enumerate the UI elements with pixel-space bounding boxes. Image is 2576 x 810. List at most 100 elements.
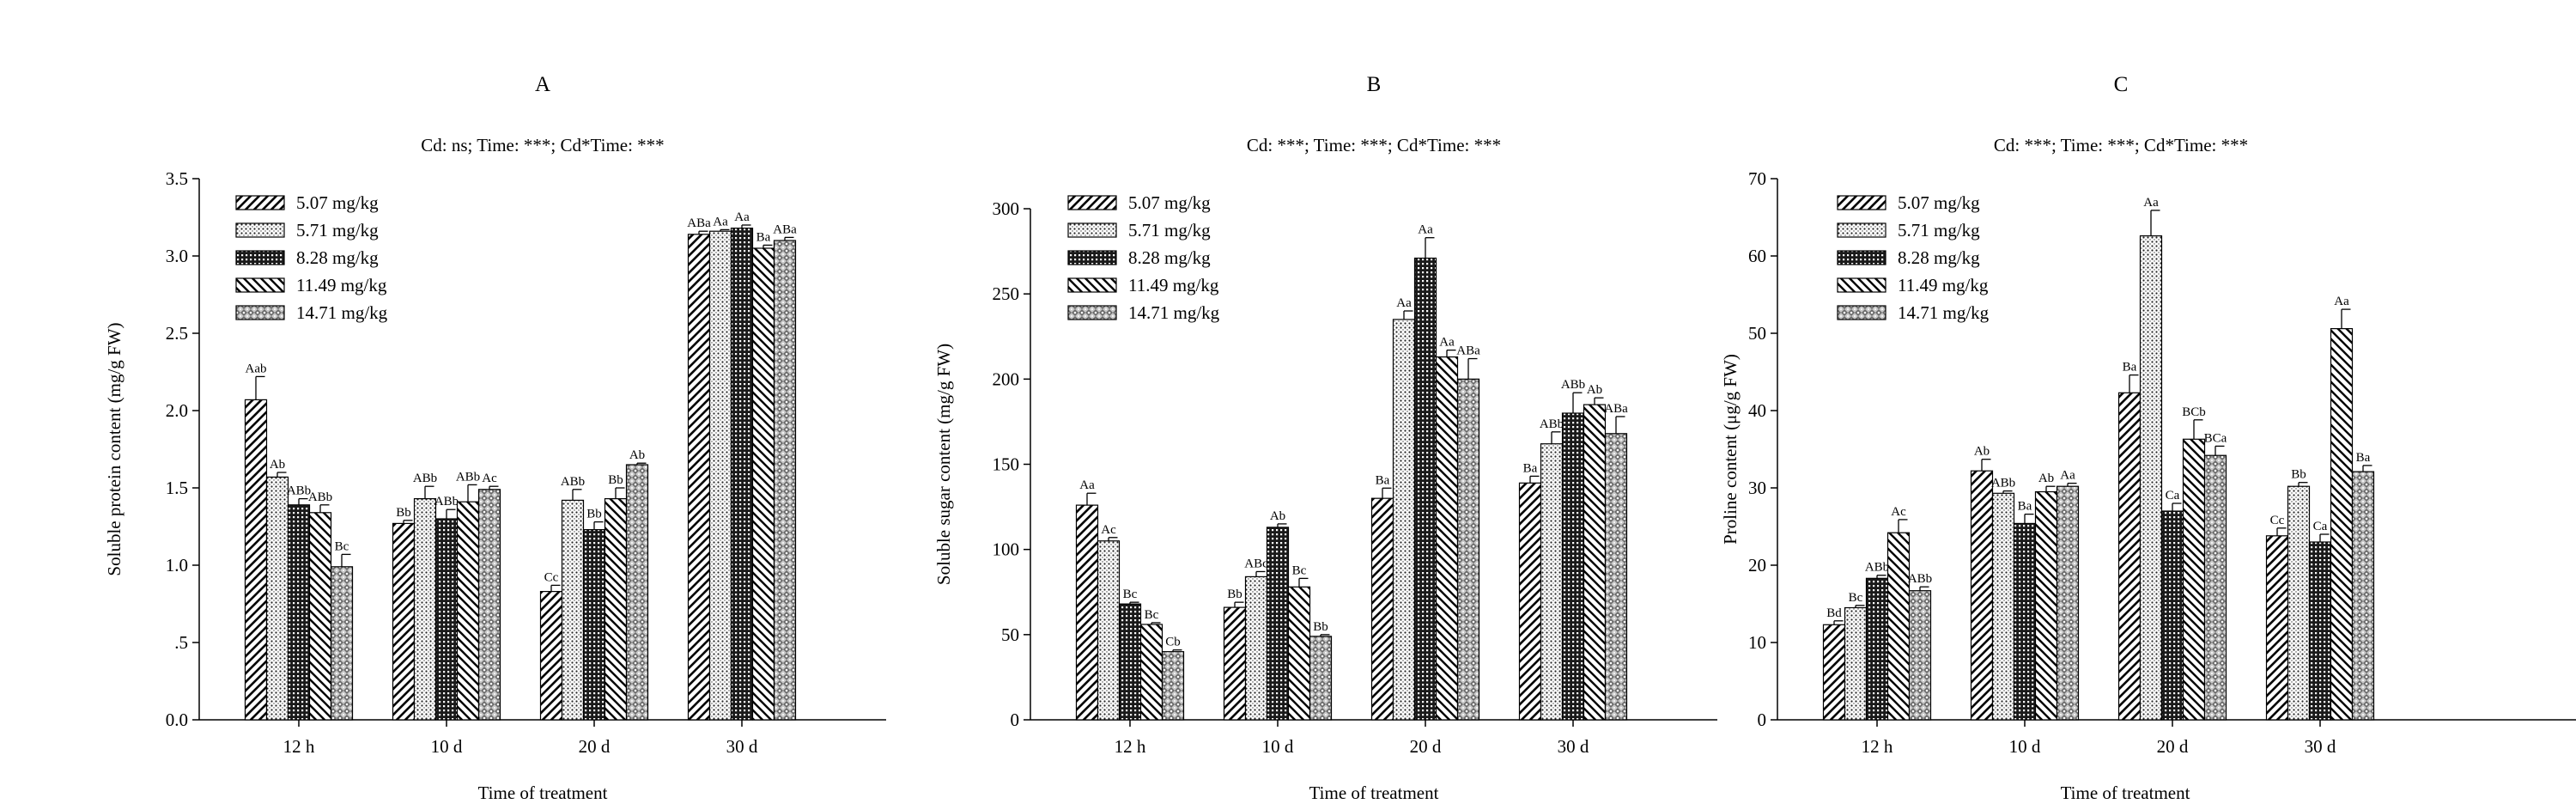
bar bbox=[2182, 438, 2206, 721]
data-label: ABb bbox=[287, 484, 311, 498]
legend-swatch bbox=[1067, 250, 1117, 265]
x-tick-label: 30 d bbox=[1558, 736, 1589, 757]
panel-subtitle: Cd: ns; Time: ***; Cd*Time: *** bbox=[421, 135, 664, 155]
y-tick-label: 3.5 bbox=[166, 168, 188, 189]
x-tick-label: 12 h bbox=[1862, 736, 1893, 757]
data-label: Ab bbox=[629, 448, 645, 462]
data-label: ABb bbox=[1561, 378, 1585, 392]
bar bbox=[1139, 624, 1163, 721]
y-tick-label: 0 bbox=[1758, 710, 1767, 730]
legend-swatch bbox=[235, 222, 285, 238]
legend-entry: 8.28 mg/kg bbox=[1898, 247, 1980, 268]
panel-title: A bbox=[535, 73, 550, 96]
bar bbox=[244, 399, 268, 721]
legend-entry: 14.71 mg/kg bbox=[1128, 302, 1220, 323]
bar bbox=[1413, 257, 1437, 721]
y-tick-label: 70 bbox=[1748, 168, 1766, 189]
bar bbox=[2034, 490, 2058, 721]
data-label: Cc bbox=[544, 570, 559, 584]
data-label: ABb bbox=[1991, 477, 2015, 490]
y-tick-label: 1.0 bbox=[166, 555, 188, 576]
data-label: Aab bbox=[246, 362, 267, 375]
y-tick-label: 250 bbox=[993, 283, 1020, 304]
legend-swatch bbox=[1067, 222, 1117, 238]
x-axis-label: Time of treatment bbox=[2061, 783, 2190, 803]
data-label: ABb bbox=[413, 472, 437, 485]
bar bbox=[1991, 492, 2015, 721]
legend-swatch bbox=[235, 250, 285, 265]
y-tick-label: 1.5 bbox=[166, 478, 188, 498]
x-tick-label: 12 h bbox=[1115, 736, 1146, 757]
legend-swatch bbox=[1837, 195, 1886, 210]
data-label: Ab bbox=[270, 458, 285, 472]
legend-entry: 5.71 mg/kg bbox=[1128, 220, 1211, 241]
bar bbox=[1540, 443, 1564, 721]
bar bbox=[1370, 497, 1394, 721]
legend-swatch bbox=[1837, 250, 1886, 265]
y-tick-label: 50 bbox=[1001, 624, 1019, 645]
legend-entry: 11.49 mg/kg bbox=[1898, 275, 1989, 295]
bar bbox=[1886, 532, 1911, 721]
data-label: Ac bbox=[1891, 505, 1906, 519]
bar bbox=[561, 499, 585, 721]
data-label: Ba bbox=[1523, 461, 1538, 475]
bar bbox=[434, 518, 459, 721]
legend-entry: 11.49 mg/kg bbox=[1128, 275, 1219, 295]
bar bbox=[2308, 541, 2332, 721]
x-tick-label: 30 d bbox=[726, 736, 758, 757]
data-label: Aa bbox=[1396, 296, 1412, 310]
data-label: Ab bbox=[1974, 445, 1990, 459]
legend-swatch bbox=[235, 277, 285, 293]
bar bbox=[1561, 412, 1585, 721]
panel-title: B bbox=[1367, 73, 1382, 96]
data-label: Bb bbox=[396, 506, 411, 520]
y-tick-label: 60 bbox=[1748, 246, 1766, 266]
data-label: Bd bbox=[1826, 606, 1842, 620]
data-label: Ba bbox=[756, 230, 771, 244]
bar bbox=[1223, 606, 1247, 721]
data-label: Bb bbox=[2291, 468, 2306, 482]
data-label: Cb bbox=[1165, 636, 1181, 649]
bar bbox=[1435, 356, 1459, 721]
y-tick-label: 2.0 bbox=[166, 400, 188, 421]
data-label: Ab bbox=[2038, 472, 2054, 485]
legend-entry: 5.07 mg/kg bbox=[1898, 192, 1980, 213]
x-axis-label: Time of treatment bbox=[478, 783, 608, 803]
bar bbox=[2330, 328, 2354, 721]
bar bbox=[1392, 319, 1416, 721]
data-label: ABb bbox=[561, 475, 585, 489]
bar bbox=[1456, 378, 1480, 721]
legend-swatch bbox=[1837, 222, 1886, 238]
legend-entry: 8.28 mg/kg bbox=[296, 247, 379, 268]
bar bbox=[751, 247, 775, 721]
data-label: Bc bbox=[335, 539, 349, 553]
data-label: Bc bbox=[1123, 588, 1138, 601]
y-tick-label: 0.0 bbox=[166, 710, 188, 730]
y-axis-label: Soluble protein content (mg/g FW) bbox=[104, 322, 125, 576]
x-tick-label: 30 d bbox=[2305, 736, 2336, 757]
bar bbox=[1518, 482, 1542, 721]
panel-a: A Cd: ns; Time: ***; Cd*Time: *** 0.0 .5 1.0… bbox=[104, 73, 886, 803]
y-tick-label: .5 bbox=[174, 632, 188, 653]
data-label: Bb bbox=[1227, 588, 1242, 601]
data-label: Ac bbox=[1101, 523, 1116, 537]
bar bbox=[1844, 606, 1868, 721]
data-label: Bc bbox=[1849, 591, 1863, 605]
y-tick-label: 150 bbox=[993, 454, 1020, 475]
legend-entry: 14.71 mg/kg bbox=[296, 302, 388, 323]
legend-swatch bbox=[1837, 305, 1886, 320]
data-label: Bb bbox=[1313, 620, 1328, 634]
y-axis-label: Proline content (μg/g FW) bbox=[1720, 354, 1741, 545]
legend-entry: 5.71 mg/kg bbox=[296, 220, 379, 241]
bar bbox=[539, 590, 563, 721]
data-label: Aa bbox=[1418, 223, 1433, 237]
bar bbox=[1266, 527, 1290, 721]
panel-c: C Cd: ***; Time: ***; Cd*Time: *** 0 10 20 30… bbox=[1720, 73, 2576, 803]
data-label: ABb bbox=[434, 495, 459, 509]
x-tick-label: 20 d bbox=[1410, 736, 1442, 757]
data-label: Ab bbox=[1270, 509, 1285, 523]
legend-entry: 8.28 mg/kg bbox=[1128, 247, 1211, 268]
bar bbox=[2265, 535, 2289, 721]
y-axis-label: Soluble sugar content (mg/g FW) bbox=[933, 344, 954, 585]
data-label: Aa bbox=[2143, 196, 2159, 210]
